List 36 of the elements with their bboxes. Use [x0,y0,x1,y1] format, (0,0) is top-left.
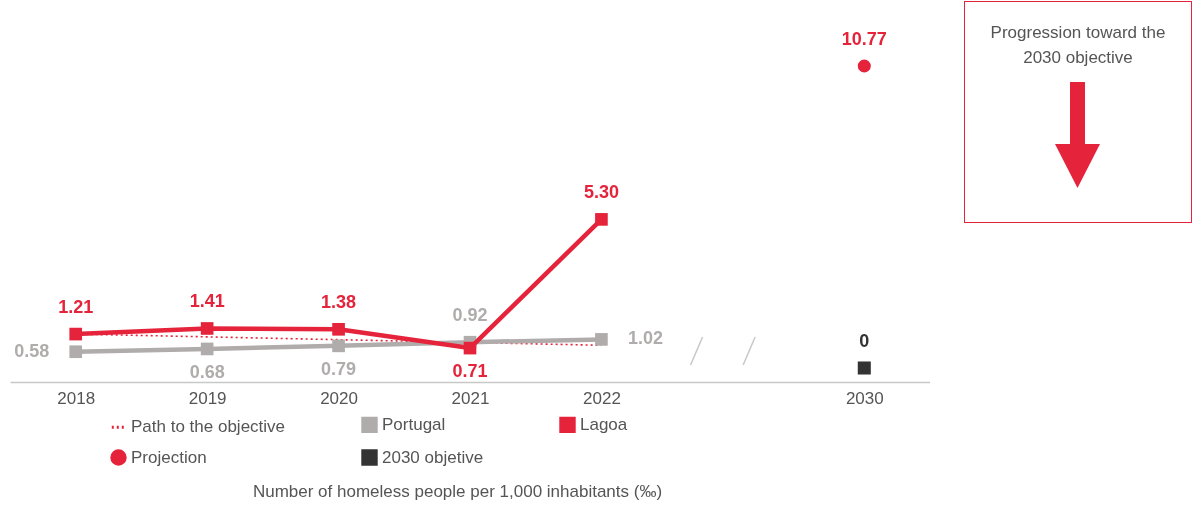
point [463,341,477,355]
data-label: 0.71 [452,361,488,382]
data-label: 0.58 [14,340,50,361]
x-tick-label: 2018 [57,388,96,408]
point [857,59,871,73]
data-label: 5.30 [583,182,619,203]
data-label: 0.92 [452,305,488,326]
data-label: 0.79 [321,358,357,379]
data-label: 10.77 [841,29,887,49]
point [595,333,608,346]
x-tick-label: 2030 [845,388,884,408]
point [69,345,83,359]
point [200,322,214,335]
legend-label: Portugal [382,414,446,434]
legend-label: Lagoa [580,414,628,434]
data-label: 1.38 [321,292,357,313]
point [332,339,345,353]
point [200,342,214,356]
point [332,322,345,336]
x-tick-label: 2020 [320,388,358,408]
x-tick-label: 2019 [188,388,227,408]
data-label: 0 [859,331,870,351]
legend-label: 2030 objetive [382,447,484,467]
x-tick-label: 2021 [451,388,490,408]
data-label: 1.41 [189,291,225,312]
text: Progression toward the 2030 objective [989,22,1167,69]
data-label: 0.68 [189,361,225,382]
text: Number of homeless people per 1,000 inhabitants (‰) [251,482,664,502]
x-tick-label: 2022 [583,388,621,408]
point [69,327,83,341]
legend-label: Projection [131,447,207,467]
data-label: 1.21 [58,297,94,318]
data-label: 1.02 [627,328,663,349]
point [857,361,871,375]
legend-label: Path to the objective [131,417,286,437]
point [595,213,608,226]
